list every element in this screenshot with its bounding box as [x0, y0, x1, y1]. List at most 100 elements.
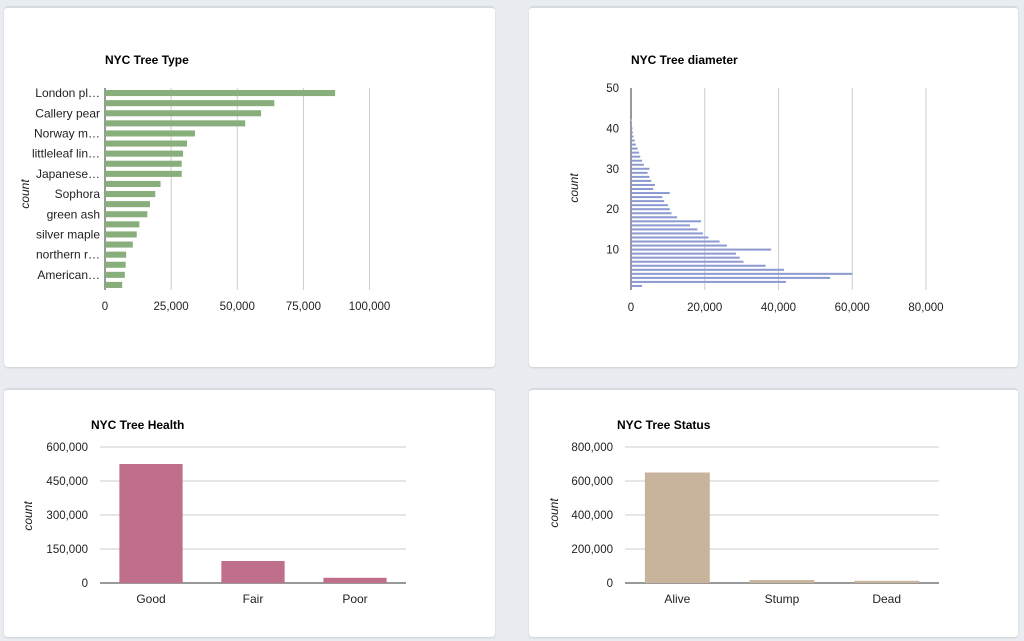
bar[interactable] — [105, 191, 156, 198]
y-tick-label: 300,000 — [46, 510, 88, 522]
bar[interactable] — [631, 119, 632, 122]
bar[interactable] — [631, 143, 636, 146]
bar[interactable] — [631, 244, 727, 247]
bar[interactable] — [631, 147, 638, 150]
bar[interactable] — [631, 155, 641, 158]
y-tick-label: 400,000 — [571, 510, 613, 522]
y-tick-label: 450,000 — [46, 476, 88, 488]
y-axis-label: count — [21, 501, 35, 531]
tree-status-chart: NYC Tree Status count Alive Stump Dead 0 20… — [547, 418, 939, 606]
bar[interactable] — [631, 183, 655, 186]
bar[interactable] — [631, 123, 632, 126]
category-label: Alive — [664, 592, 690, 606]
bar[interactable] — [631, 175, 650, 178]
x-tick-label: 40,000 — [761, 302, 796, 314]
bar[interactable] — [631, 192, 670, 195]
tree-type-card: NYC Tree Type count London pl… Callery pe… — [4, 6, 495, 367]
tree-health-chart: NYC Tree Health count Good Fair Poor 0 150,… — [21, 418, 406, 606]
y-tick-label: 50 — [606, 83, 619, 95]
tree-diameter-card: NYC Tree diameter count 0 20,000 40,000 60,… — [529, 6, 1018, 367]
category-label: Dead — [872, 592, 901, 606]
bar[interactable] — [105, 140, 188, 147]
bar[interactable] — [105, 221, 140, 228]
bar[interactable] — [631, 179, 652, 182]
bar[interactable] — [105, 231, 137, 238]
chart-title: NYC Tree Health — [91, 418, 184, 432]
bar[interactable] — [105, 271, 125, 278]
bar[interactable] — [105, 251, 127, 258]
bar[interactable] — [105, 261, 126, 268]
bar[interactable] — [631, 159, 643, 162]
bar[interactable] — [119, 464, 183, 583]
bar[interactable] — [631, 163, 644, 166]
bar[interactable] — [631, 256, 740, 259]
y-axis-label: count — [547, 498, 561, 528]
bar[interactable] — [631, 139, 635, 142]
bar[interactable] — [631, 151, 640, 154]
bar[interactable] — [631, 200, 665, 203]
bar[interactable] — [631, 232, 703, 235]
bar[interactable] — [631, 220, 702, 223]
bar[interactable] — [631, 228, 698, 231]
bar[interactable] — [105, 90, 336, 97]
y-tick-label: 0 — [82, 578, 88, 590]
chart-title: NYC Tree Status — [617, 418, 711, 432]
y-tick-label: 30 — [606, 164, 619, 176]
y-tick-label: 800,000 — [571, 442, 613, 454]
bar[interactable] — [631, 196, 663, 199]
bar[interactable] — [105, 100, 275, 107]
bar[interactable] — [105, 180, 161, 187]
bar[interactable] — [854, 580, 920, 583]
bar[interactable] — [631, 224, 690, 227]
bar[interactable] — [105, 160, 182, 167]
bar[interactable] — [631, 216, 678, 219]
category-label: American… — [37, 268, 100, 282]
bar[interactable] — [631, 236, 709, 239]
bar[interactable] — [644, 472, 710, 584]
bar[interactable] — [105, 170, 182, 177]
bar[interactable] — [631, 268, 785, 271]
bar[interactable] — [631, 171, 648, 174]
category-label: Good — [136, 592, 165, 606]
y-tick-label: 20 — [606, 204, 619, 216]
bar[interactable] — [323, 577, 387, 583]
bar[interactable] — [631, 280, 786, 283]
x-tick-label: 0 — [102, 301, 108, 313]
bar[interactable] — [105, 130, 195, 137]
bar[interactable] — [631, 240, 720, 243]
bar[interactable] — [631, 264, 766, 267]
bar[interactable] — [105, 211, 148, 218]
bar[interactable] — [631, 135, 634, 138]
y-tick-label: 600,000 — [571, 476, 613, 488]
category-label: Callery pear — [35, 106, 100, 120]
bar[interactable] — [631, 204, 668, 207]
bar[interactable] — [221, 561, 285, 583]
bar[interactable] — [631, 272, 853, 275]
y-tick-label: 200,000 — [571, 544, 613, 556]
bar[interactable] — [631, 212, 672, 215]
category-label: littleleaf lin… — [32, 147, 100, 161]
bar[interactable] — [631, 131, 633, 134]
bar[interactable] — [631, 260, 744, 263]
bar[interactable] — [631, 252, 737, 255]
y-tick-label: 150,000 — [46, 544, 88, 556]
bar[interactable] — [631, 284, 643, 287]
bar[interactable] — [105, 120, 246, 127]
bar[interactable] — [631, 276, 831, 279]
y-axis-label: count — [18, 179, 32, 209]
x-tick-label: 20,000 — [687, 302, 722, 314]
bar[interactable] — [749, 580, 815, 583]
bar[interactable] — [105, 150, 184, 157]
category-label: Fair — [243, 592, 264, 606]
bar[interactable] — [105, 110, 262, 117]
category-label: Poor — [342, 592, 367, 606]
bar[interactable] — [631, 127, 633, 130]
x-tick-label: 0 — [628, 302, 634, 314]
bar[interactable] — [105, 241, 133, 248]
bar[interactable] — [631, 187, 654, 191]
bar[interactable] — [631, 248, 772, 251]
bar[interactable] — [105, 201, 150, 208]
bar[interactable] — [105, 281, 123, 288]
bar[interactable] — [631, 208, 670, 211]
bar[interactable] — [631, 167, 650, 170]
